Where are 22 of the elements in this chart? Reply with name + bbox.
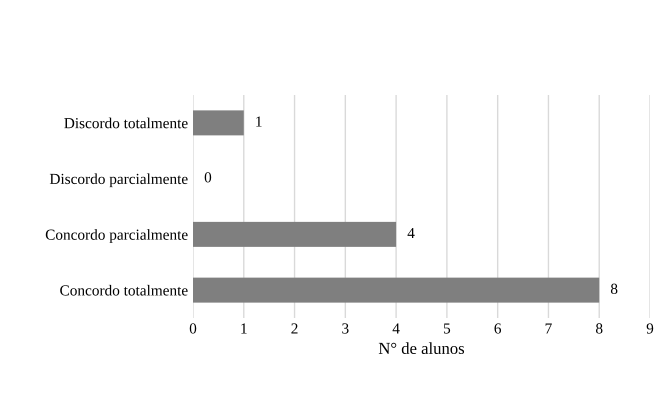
x-tick-label: 2 [291, 323, 298, 334]
y-tick-label: Discordo parcialmente [50, 173, 188, 188]
y-tick-label: Concordo totalmente [60, 284, 188, 296]
y-tick-label: Discordo totalmente [64, 118, 188, 128]
data-label: 1 [256, 116, 262, 127]
data-label: 0 [204, 172, 212, 182]
y-tick-label: Concordo parcialmente [46, 229, 188, 243]
bar [193, 222, 396, 247]
x-tick-label: 7 [546, 323, 552, 334]
data-label: 4 [408, 228, 415, 238]
x-tick-label: 6 [494, 323, 502, 334]
x-tick-label: 0 [190, 323, 196, 334]
x-tick-label: 8 [596, 323, 602, 334]
x-tick-label: 1 [241, 323, 247, 334]
x-tick-label: 4 [392, 323, 400, 334]
data-label: 8 [610, 284, 618, 294]
x-axis-title: N° de alunos [378, 342, 464, 354]
x-tick-label: 9 [646, 323, 654, 334]
x-tick-label: 5 [444, 323, 450, 334]
bar [193, 110, 244, 136]
bar [193, 278, 600, 303]
x-tick-label: 3 [342, 323, 349, 334]
